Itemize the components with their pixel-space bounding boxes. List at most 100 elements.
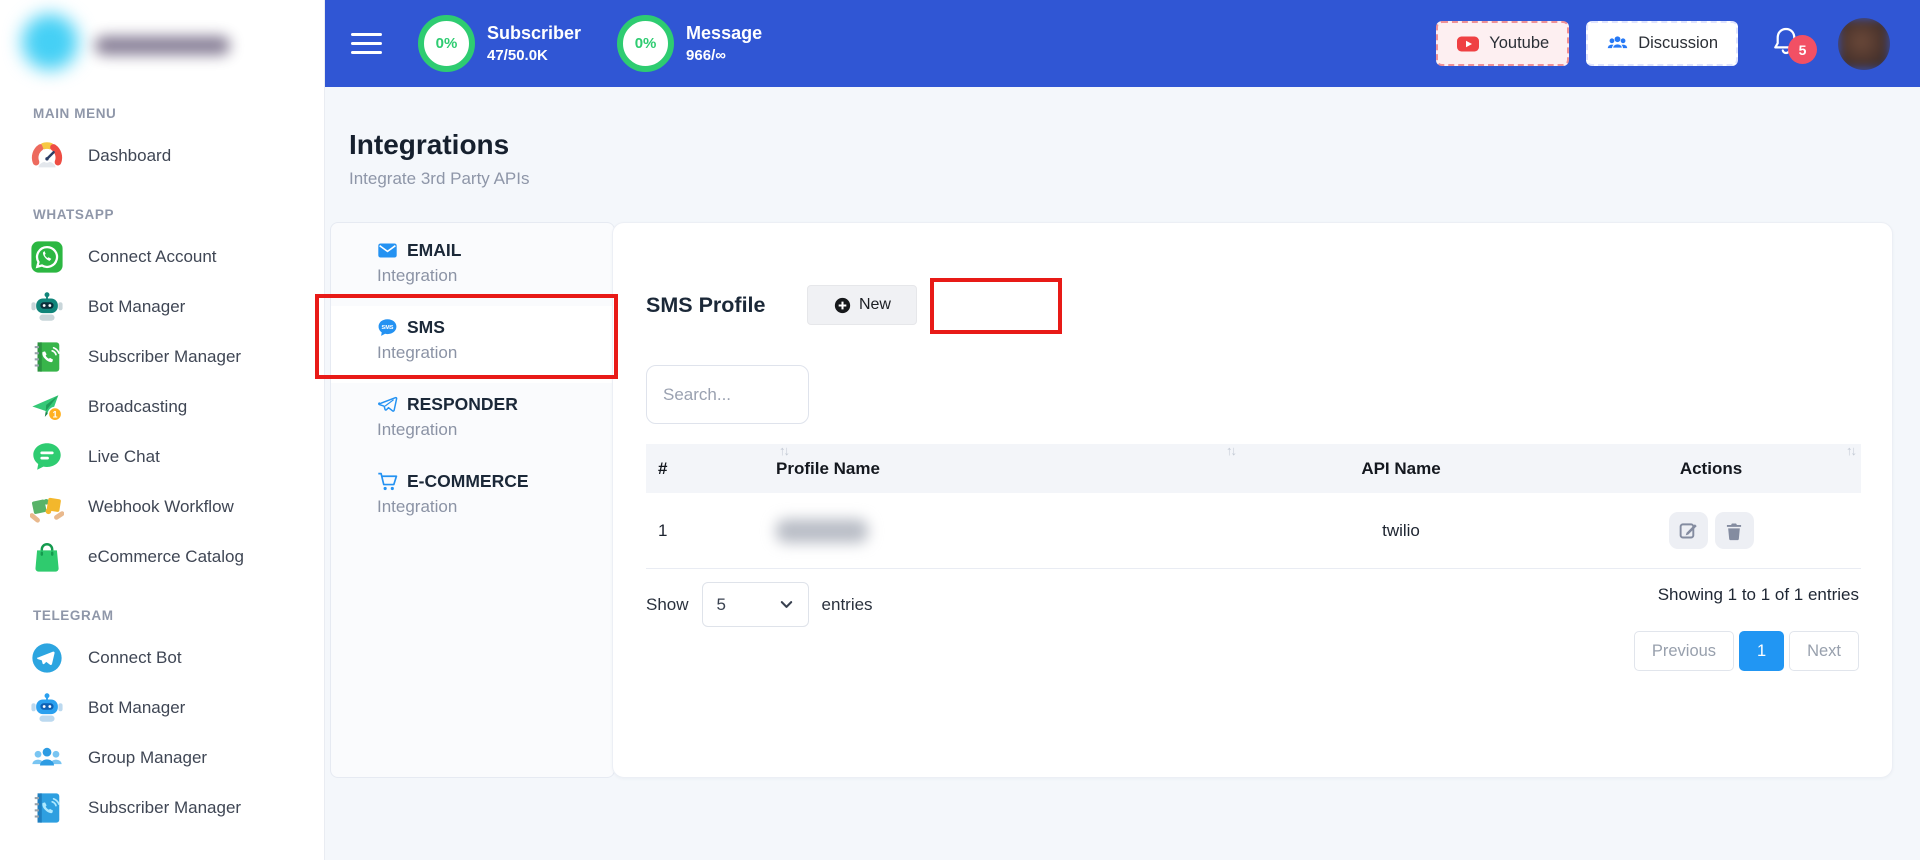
shopping-bag-icon <box>35 543 59 572</box>
telegram-icon <box>32 643 62 673</box>
sidebar-item-label: Broadcasting <box>88 397 188 416</box>
trash-icon <box>1726 523 1742 540</box>
sidebar-item-connect-bot[interactable]: Connect Bot <box>0 633 324 683</box>
subscriber-label: Subscriber <box>487 23 582 43</box>
new-button-label: New <box>858 296 891 313</box>
sidebar-item-ecommerce-catalog[interactable]: eCommerce Catalog <box>0 532 324 582</box>
sidebar-section-telegram: TELEGRAM <box>33 608 114 623</box>
robot-icon <box>31 292 63 321</box>
row-profile-name-cell <box>776 518 1241 543</box>
sidebar-item-group-manager[interactable]: Group Manager <box>0 733 324 783</box>
sidebar-item-wa-bot-manager[interactable]: Bot Manager <box>0 282 324 332</box>
sms-profile-table: # ↑↓ Profile Name ↑↓ API Name Actions ↑↓… <box>646 442 1861 569</box>
tab-sms-integration[interactable]: SMS SMS Integration <box>331 306 614 383</box>
row-actions-cell <box>1561 512 1861 549</box>
tab-subtitle: Integration <box>377 497 458 516</box>
sort-icon[interactable]: ↑↓ <box>779 442 790 458</box>
cart-icon <box>378 472 398 491</box>
tab-responder-integration[interactable]: RESPONDER Integration <box>331 383 614 460</box>
brand-logo-icon <box>22 14 78 70</box>
contacts-book-icon <box>34 793 60 823</box>
delete-button[interactable] <box>1714 512 1754 549</box>
subscriber-value: 47/50.0K <box>487 47 548 64</box>
column-header-profile-name[interactable]: Profile Name ↑↓ <box>776 442 1237 478</box>
sidebar-section-whatsapp: WHATSAPP <box>33 207 115 222</box>
integration-tab-list: EMAIL Integration SMS SMS Integration RE… <box>330 222 615 778</box>
chevron-down-icon <box>780 601 792 608</box>
sidebar-item-label: Connect Account <box>88 247 217 266</box>
email-icon <box>378 243 397 258</box>
message-label: Message <box>686 23 763 43</box>
column-header-actions[interactable]: Actions ↑↓ <box>1679 442 1857 478</box>
responder-plane-icon <box>378 396 398 412</box>
sidebar-section-main-menu: MAIN MENU <box>33 106 117 121</box>
row-api-name-cell: twilio <box>1382 520 1420 540</box>
entries-label: entries <box>821 594 873 614</box>
previous-page-button[interactable]: Previous <box>1633 631 1735 671</box>
sidebar-item-broadcasting[interactable]: 1 Broadcasting <box>0 382 324 432</box>
message-percent: 0% <box>634 35 657 52</box>
show-label: Show <box>646 594 689 614</box>
page-size-select[interactable]: 5 <box>701 582 809 627</box>
sidebar-item-label: Bot Manager <box>88 698 186 717</box>
sidebar-item-label: Subscriber Manager <box>88 347 242 366</box>
new-profile-button[interactable]: New <box>807 285 918 325</box>
contacts-book-icon <box>34 342 60 372</box>
whatsapp-icon <box>31 241 63 273</box>
sms-profile-card: SMS Profile New # ↑↓ Profile Name ↑↓ <box>612 222 1893 778</box>
column-header-api-name[interactable]: API Name <box>1361 458 1441 478</box>
edit-button[interactable] <box>1668 512 1708 549</box>
sidebar-item-webhook-workflow[interactable]: Webhook Workflow <box>0 482 324 532</box>
youtube-label: Youtube <box>1489 34 1550 52</box>
sidebar-item-label: Connect Bot <box>88 648 182 667</box>
current-page-button[interactable]: 1 <box>1739 631 1785 671</box>
dashboard-gauge-icon <box>31 142 63 168</box>
row-number-cell: 1 <box>658 520 668 540</box>
column-header-number[interactable]: # ↑↓ <box>658 442 790 478</box>
user-avatar[interactable] <box>1838 17 1890 70</box>
subscriber-progress-ring: 0% <box>418 15 475 72</box>
table-header-row: # ↑↓ Profile Name ↑↓ API Name Actions ↑↓ <box>646 442 1861 493</box>
next-page-button[interactable]: Next <box>1789 631 1859 671</box>
sort-icon[interactable]: ↑↓ <box>1846 442 1857 458</box>
sidebar-item-tg-subscriber-manager[interactable]: Subscriber Manager <box>0 783 324 833</box>
page-title: Integrations <box>349 129 510 160</box>
tab-title: EMAIL <box>407 240 462 260</box>
people-group-icon <box>32 747 62 766</box>
notification-count-badge: 5 <box>1788 35 1817 64</box>
tab-title: E-COMMERCE <box>407 471 529 491</box>
sms-bubble-icon: SMS <box>378 319 397 336</box>
message-progress-ring: 0% <box>617 15 675 72</box>
sidebar-item-live-chat[interactable]: Live Chat <box>0 432 324 482</box>
chat-bubble-icon <box>33 443 61 470</box>
tab-title: RESPONDER <box>407 394 518 414</box>
discussion-button[interactable]: Discussion <box>1586 21 1738 66</box>
sidebar-item-dashboard[interactable]: Dashboard <box>0 131 324 181</box>
sidebar-item-label: Subscriber Manager <box>88 798 242 817</box>
discussion-label: Discussion <box>1638 34 1718 52</box>
sidebar-item-tg-bot-manager[interactable]: Bot Manager <box>0 683 324 733</box>
paper-plane-badge-icon: 1 <box>32 395 63 422</box>
tab-email-integration[interactable]: EMAIL Integration <box>331 229 614 306</box>
search-input[interactable] <box>646 365 809 424</box>
sort-icon[interactable]: ↑↓ <box>1226 442 1237 458</box>
tab-ecommerce-integration[interactable]: E-COMMERCE Integration <box>331 460 614 537</box>
hamburger-menu-icon[interactable] <box>351 27 382 60</box>
brand-logo-text-blurred <box>95 36 230 55</box>
plus-circle-icon <box>834 297 851 313</box>
brand-logo[interactable] <box>0 0 324 92</box>
sidebar-item-wa-subscriber-manager[interactable]: Subscriber Manager <box>0 332 324 382</box>
sidebar-item-label: Webhook Workflow <box>88 497 234 516</box>
showing-entries-text: Showing 1 to 1 of 1 entries <box>1657 585 1859 604</box>
table-row: 1 twilio <box>646 493 1861 569</box>
notifications-button[interactable]: 5 <box>1768 23 1817 64</box>
sidebar: MAIN MENU Dashboard WHATSAPP Connect Acc… <box>0 0 325 860</box>
sidebar-item-label: Bot Manager <box>88 297 186 316</box>
sidebar-item-connect-account[interactable]: Connect Account <box>0 232 324 282</box>
svg-text:1: 1 <box>53 409 58 419</box>
youtube-button[interactable]: Youtube <box>1436 21 1570 66</box>
sidebar-item-label: eCommerce Catalog <box>88 547 244 566</box>
subscriber-percent: 0% <box>435 35 458 52</box>
sidebar-item-label: Group Manager <box>88 748 208 767</box>
message-value: 966/∞ <box>686 47 726 64</box>
